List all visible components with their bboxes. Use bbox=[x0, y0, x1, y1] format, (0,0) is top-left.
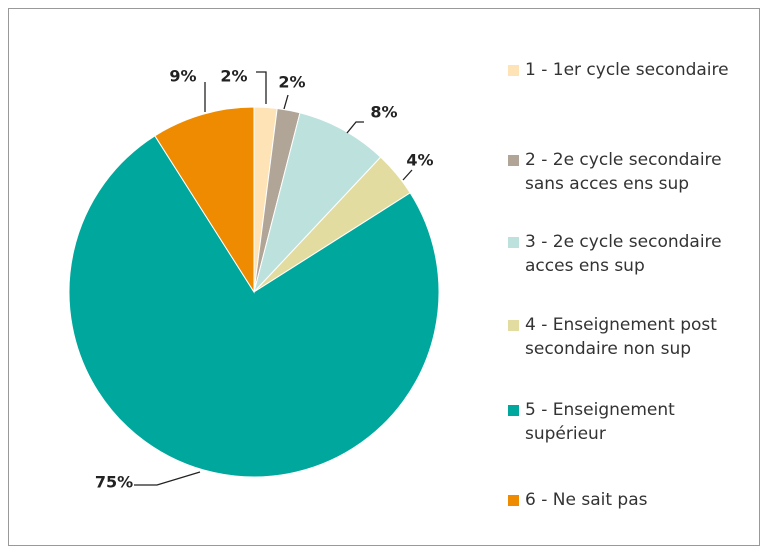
data-label: 4% bbox=[406, 151, 433, 170]
legend-swatch bbox=[508, 405, 519, 416]
legend-item: 6 - Ne sait pas bbox=[508, 488, 748, 512]
data-label: 9% bbox=[169, 67, 196, 86]
leader-line bbox=[134, 471, 201, 486]
legend-swatch bbox=[508, 237, 519, 248]
legend-swatch bbox=[508, 155, 519, 166]
pie-slice bbox=[68, 135, 440, 478]
legend-label: 1 - 1er cycle secondaire bbox=[525, 60, 729, 80]
legend-label: 2 - 2e cycle secondaire sans acces ens s… bbox=[525, 150, 722, 194]
leader-line bbox=[402, 169, 413, 181]
frame bbox=[8, 8, 760, 546]
pie-slice bbox=[154, 106, 255, 294]
legend-swatch bbox=[508, 65, 519, 76]
legend-item: 4 - Enseignement post secondaire non sup bbox=[508, 313, 748, 361]
data-label: 2% bbox=[278, 73, 305, 92]
legend-item: 2 - 2e cycle secondaire sans acces ens s… bbox=[508, 148, 748, 196]
data-label: 2% bbox=[220, 67, 247, 86]
legend-item: 5 - Enseignement supérieur bbox=[508, 398, 748, 446]
legend-label: 3 - 2e cycle secondaire acces ens sup bbox=[525, 232, 722, 276]
leader-line bbox=[346, 121, 364, 134]
data-label: 8% bbox=[370, 103, 397, 122]
legend-item: 3 - 2e cycle secondaire acces ens sup bbox=[508, 230, 748, 278]
leader-line bbox=[283, 94, 289, 110]
legend-label: 4 - Enseignement post secondaire non sup bbox=[525, 315, 717, 359]
legend-swatch bbox=[508, 320, 519, 331]
data-label: 75% bbox=[95, 473, 133, 492]
legend-label: 5 - Enseignement supérieur bbox=[525, 400, 675, 444]
pie-slice bbox=[253, 112, 382, 293]
legend-item: 1 - 1er cycle secondaire bbox=[508, 58, 748, 82]
legend-swatch bbox=[508, 495, 519, 506]
leader-line bbox=[256, 71, 267, 104]
legend-label: 6 - Ne sait pas bbox=[525, 490, 648, 510]
